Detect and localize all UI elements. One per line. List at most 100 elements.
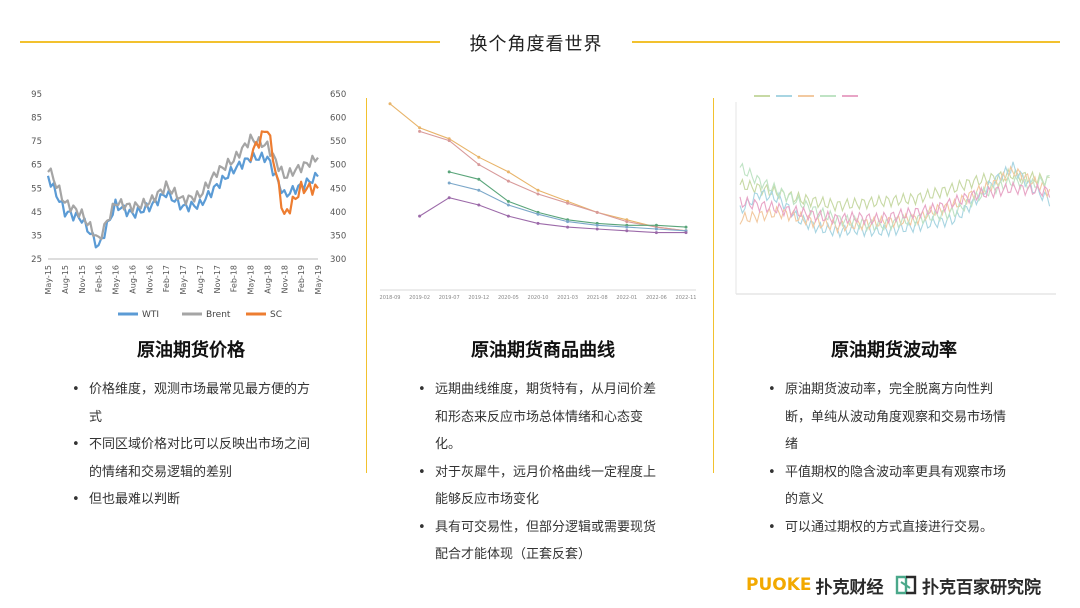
- price-chart: 95 85 75 65 55 45 35 25 650 600 550 500 450 400 350 300…: [18, 84, 358, 329]
- list-item: 对于灰犀牛，远月价格曲线一定程度上能够反应市场变化: [418, 459, 664, 514]
- volatility-chart: [726, 90, 1062, 312]
- left-tick-label: 95: [31, 90, 42, 100]
- curve-point: [595, 223, 599, 227]
- curve-point: [536, 188, 540, 192]
- right-tick-label: 500: [330, 161, 346, 171]
- x-tick-label: 2019-12: [468, 295, 489, 301]
- legend-label: Brent: [206, 310, 231, 320]
- curve-point: [536, 192, 540, 196]
- curve-point: [625, 225, 629, 229]
- column-title-volatility: 原油期货波动率: [831, 340, 957, 361]
- x-tick-label: May-17: [179, 265, 188, 294]
- right-tick-label: 450: [330, 184, 346, 194]
- curve-point: [654, 227, 658, 231]
- curve-point: [625, 220, 629, 224]
- curve-point: [477, 177, 481, 181]
- x-tick-label: 2018-09: [380, 295, 401, 301]
- institute-logo-icon: [895, 575, 917, 595]
- series-line-sc: [249, 130, 319, 215]
- price-bullets: 价格维度，观测市场最常见最方便的方式 不同区域价格对比可以反映出市场之间的情绪和…: [72, 376, 312, 514]
- x-tick-label: May-18: [247, 265, 256, 294]
- curve-point: [684, 225, 688, 229]
- list-item: 具有可交易性，但部分逻辑或需要现货配合才能体现（正套反套）: [418, 514, 664, 569]
- institute-brand: 扑克百家研究院: [894, 570, 1041, 600]
- x-tick-label: Feb-19: [297, 265, 306, 292]
- x-tick-label: May-16: [112, 265, 121, 294]
- list-item: 但也最难以判断: [72, 486, 312, 514]
- left-tick-label: 55: [31, 184, 42, 194]
- x-tick-label: Aug-17: [196, 265, 205, 294]
- curve-point: [654, 231, 658, 235]
- right-tick-label: 400: [330, 208, 346, 218]
- curve-point: [566, 201, 570, 205]
- column-divider-2: [713, 98, 714, 473]
- left-tick-label: 65: [31, 161, 42, 171]
- curve-bullets: 远期曲线维度，期货特有，从月间价差和形态来反应市场总体情绪和心态变化。 对于灰犀…: [418, 376, 664, 569]
- list-item: 可以通过期权的方式直接进行交易。: [768, 514, 1008, 542]
- curve-point: [477, 163, 481, 167]
- curve-point: [536, 212, 540, 216]
- curve-point: [625, 229, 629, 233]
- volatility-bullets: 原油期货波动率，完全脱离方向性判断，单纯从波动角度观察和交易市场情绪 平值期权的…: [768, 376, 1008, 541]
- x-tick-label: 2021-03: [557, 295, 578, 301]
- x-tick-label: Feb-16: [95, 265, 104, 292]
- x-tick-label: Aug-16: [128, 265, 137, 294]
- list-item: 平值期权的隐含波动率更具有观察市场的意义: [768, 459, 1008, 514]
- x-tick-label: 2022-06: [646, 295, 667, 301]
- curve-line: [419, 130, 687, 232]
- title-line-right: [632, 41, 1060, 43]
- x-tick-label: 2019-07: [439, 295, 460, 301]
- x-tick-label: Feb-18: [230, 265, 239, 292]
- list-item: 不同区域价格对比可以反映出市场之间的情绪和交易逻辑的差别: [72, 431, 312, 486]
- column-divider-1: [366, 98, 367, 473]
- column-title-price: 原油期货价格: [137, 340, 245, 361]
- curve-point: [506, 203, 510, 207]
- curve-point: [447, 139, 451, 143]
- series-line-brent: [47, 133, 319, 241]
- puoke-logo-text: PUOKE: [746, 575, 812, 595]
- curve-point: [418, 126, 422, 130]
- x-tick-label: Nov-16: [145, 265, 154, 293]
- curve-point: [506, 179, 510, 183]
- institute-brand-name: 扑克百家研究院: [922, 577, 1041, 598]
- puoke-brand: PUOKE 扑克财经: [746, 570, 884, 600]
- right-tick-label: 550: [330, 137, 346, 147]
- left-tick-label: 25: [31, 255, 42, 265]
- curve-point: [595, 227, 599, 231]
- title-line-left: [20, 41, 440, 43]
- curve-point: [684, 231, 688, 235]
- curve-point: [506, 199, 510, 203]
- volatility-line: [739, 162, 1050, 233]
- curve-point: [506, 170, 510, 174]
- legend-label: WTI: [142, 310, 159, 320]
- curve-point: [566, 225, 570, 229]
- legend-label: SC: [270, 310, 282, 320]
- column-title-curve: 原油期货商品曲线: [471, 340, 615, 361]
- curve-point: [477, 203, 481, 207]
- x-tick-label: Nov-18: [280, 265, 289, 293]
- x-tick-label: 2020-05: [498, 295, 519, 301]
- list-item: 价格维度，观测市场最常见最方便的方式: [72, 376, 312, 431]
- x-tick-label: 2020-10: [528, 295, 549, 301]
- x-tick-label: 2022-01: [616, 295, 637, 301]
- list-item: 原油期货波动率，完全脱离方向性判断，单纯从波动角度观察和交易市场情绪: [768, 376, 1008, 459]
- left-tick-label: 75: [31, 137, 42, 147]
- x-tick-label: Nov-15: [78, 265, 87, 293]
- curve-point: [418, 129, 422, 133]
- puoke-brand-name: 扑克财经: [815, 577, 884, 598]
- curve-point: [447, 196, 451, 200]
- curve-point: [418, 214, 422, 218]
- x-tick-label: May-15: [44, 265, 53, 294]
- curve-point: [566, 220, 570, 224]
- page-title: 换个角度看世界: [469, 34, 603, 55]
- x-tick-label: Feb-17: [162, 265, 171, 292]
- x-tick-label: Aug-15: [61, 265, 70, 294]
- curve-point: [388, 102, 392, 106]
- x-tick-label: 2019-02: [409, 295, 430, 301]
- right-tick-label: 350: [330, 231, 346, 241]
- list-item: 远期曲线维度，期货特有，从月间价差和形态来反应市场总体情绪和心态变化。: [418, 376, 664, 459]
- curve-point: [447, 170, 451, 174]
- x-tick-label: May-19: [314, 265, 323, 294]
- volatility-line: [739, 180, 1051, 227]
- right-tick-label: 650: [330, 90, 346, 100]
